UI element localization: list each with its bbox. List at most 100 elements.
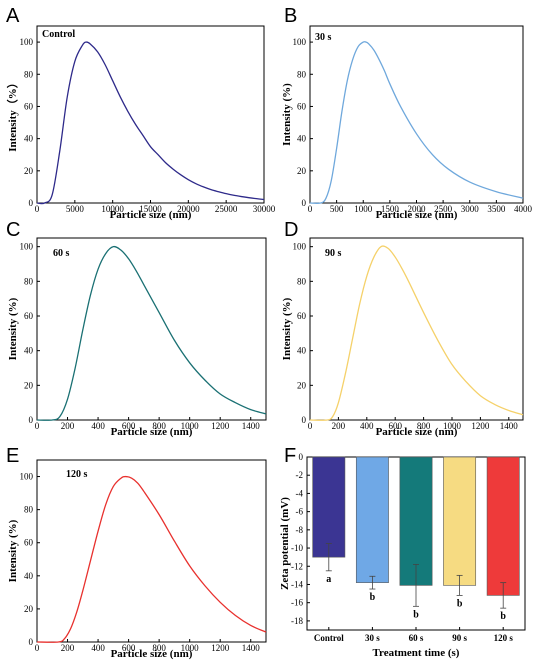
panel-letter-b: B xyxy=(284,5,297,27)
y-tick-label: 40 xyxy=(24,134,34,144)
y-axis-title: Intensity (%) xyxy=(281,83,293,146)
significance-letter: b xyxy=(413,609,419,620)
x-tick-label: 2500 xyxy=(434,204,453,214)
series-line xyxy=(36,245,267,421)
y-tick-label: 100 xyxy=(20,242,34,252)
x-category-label: 90 s xyxy=(452,633,467,643)
y-tick-label: 60 xyxy=(24,101,34,111)
y-tick-label: 0 xyxy=(302,198,307,208)
y-axis-title: Zeta potential (mV) xyxy=(279,497,291,590)
x-tick-label: 2000 xyxy=(408,204,427,214)
x-tick-label: 4000 xyxy=(514,204,533,214)
y-axis-title: Intensity (%) xyxy=(281,297,293,360)
x-tick-label: 1200 xyxy=(211,643,230,653)
x-tick-label: 20000 xyxy=(177,204,200,214)
x-tick-label: 600 xyxy=(122,643,136,653)
significance-letter: b xyxy=(370,592,376,603)
y-tick-label: 0 xyxy=(29,637,34,647)
panel-letter-a: A xyxy=(6,5,20,27)
bar xyxy=(486,456,520,596)
x-axis-title: Particle size (nm) xyxy=(111,648,193,660)
y-tick-label: 60 xyxy=(24,538,34,548)
y-tick-label: 20 xyxy=(297,166,307,176)
series-line xyxy=(309,41,524,205)
bar xyxy=(443,456,477,586)
x-tick-label: 1200 xyxy=(471,421,490,431)
panel-annotation: 60 s xyxy=(53,248,70,259)
y-tick-label: 40 xyxy=(24,571,34,581)
panel-f: F 0 -2 -4 -6 -8 -10 -12 -14 -16 -18 Zeta potential … xyxy=(279,445,526,659)
x-tick-label: 400 xyxy=(360,421,374,431)
significance-letter: b xyxy=(500,611,506,622)
plot-frame xyxy=(36,237,267,421)
y-tick-label: 60 xyxy=(24,311,34,321)
x-tick-label: 1500 xyxy=(381,204,400,214)
x-tick-label: 5000 xyxy=(66,204,85,214)
x-category-label: 30 s xyxy=(365,633,380,643)
x-tick-label: 600 xyxy=(122,421,136,431)
x-tick-label: 10000 xyxy=(101,204,124,214)
y-tick-label: 100 xyxy=(293,242,307,252)
x-tick-label: 3000 xyxy=(461,204,480,214)
x-tick-label: 1200 xyxy=(211,421,230,431)
panel-annotation: Control xyxy=(42,29,75,40)
x-tick-label: 200 xyxy=(61,643,75,653)
panel-letter-d: D xyxy=(284,219,298,241)
y-tick-label: 80 xyxy=(297,276,307,286)
bar xyxy=(399,456,433,586)
panel-annotation: 90 s xyxy=(325,248,342,259)
x-category-label: 60 s xyxy=(409,633,424,643)
x-tick-label: 0 xyxy=(308,204,313,214)
x-tick-label: 800 xyxy=(152,643,166,653)
y-tick-label: 80 xyxy=(24,505,34,515)
x-tick-label: 0 xyxy=(35,643,40,653)
x-tick-label: 15000 xyxy=(139,204,162,214)
x-axis-title: Particle size (nm) xyxy=(376,209,458,221)
x-tick-label: 1000 xyxy=(443,421,462,431)
y-tick-label: -2 xyxy=(296,470,304,480)
y-tick-label: 20 xyxy=(297,380,307,390)
y-axis-title: Intensity (%) xyxy=(7,519,19,582)
y-tick-label: -8 xyxy=(296,525,304,535)
y-tick-label: 0 xyxy=(29,415,34,425)
y-tick-label: 40 xyxy=(24,346,34,356)
x-axis-title: Particle size (nm) xyxy=(110,209,192,221)
y-tick-label: -12 xyxy=(291,561,303,571)
y-tick-label: 0 xyxy=(29,198,34,208)
x-tick-label: 3500 xyxy=(487,204,506,214)
panel-d: D 0 20 40 60 80 100 Intensity (%) Particle size … xyxy=(281,219,524,438)
x-tick-label: 400 xyxy=(91,421,105,431)
panel-letter-c: C xyxy=(6,219,20,241)
y-tick-label: 20 xyxy=(24,380,34,390)
x-tick-label: 1000 xyxy=(181,643,200,653)
y-tick-label: 100 xyxy=(20,472,34,482)
y-tick-label: -4 xyxy=(296,488,304,498)
panel-annotation: 120 s xyxy=(66,469,88,480)
y-tick-label: 40 xyxy=(297,346,307,356)
x-tick-label: 1400 xyxy=(242,421,261,431)
x-tick-label: 1000 xyxy=(181,421,200,431)
y-tick-label: -18 xyxy=(291,616,303,626)
panel-letter-f: F xyxy=(284,445,296,467)
plot-frame xyxy=(36,25,265,204)
y-tick-label: -10 xyxy=(291,543,303,553)
x-axis-title: Particle size (nm) xyxy=(376,426,458,438)
x-tick-label: 600 xyxy=(388,421,402,431)
y-tick-label: 0 xyxy=(299,452,304,462)
panel-b: B 0 20 40 60 80 100 Intensity (%) Particle size … xyxy=(281,5,533,221)
y-tick-label: 20 xyxy=(24,166,34,176)
plot-frame xyxy=(309,237,524,421)
x-tick-label: 200 xyxy=(61,421,75,431)
x-tick-label: 30000 xyxy=(253,204,276,214)
y-tick-label: -6 xyxy=(296,507,304,517)
x-tick-label: 500 xyxy=(330,204,344,214)
x-tick-label: 400 xyxy=(91,643,105,653)
significance-letter: b xyxy=(457,598,463,609)
y-tick-label: 60 xyxy=(297,311,307,321)
x-category-label: Control xyxy=(314,633,344,643)
panel-letter-e: E xyxy=(6,445,19,467)
panel-a: A 0 20 40 60 80 100 Intensity（%） Particle size (… xyxy=(6,5,276,221)
y-tick-label: -16 xyxy=(291,598,303,608)
y-tick-label: 80 xyxy=(24,69,34,79)
